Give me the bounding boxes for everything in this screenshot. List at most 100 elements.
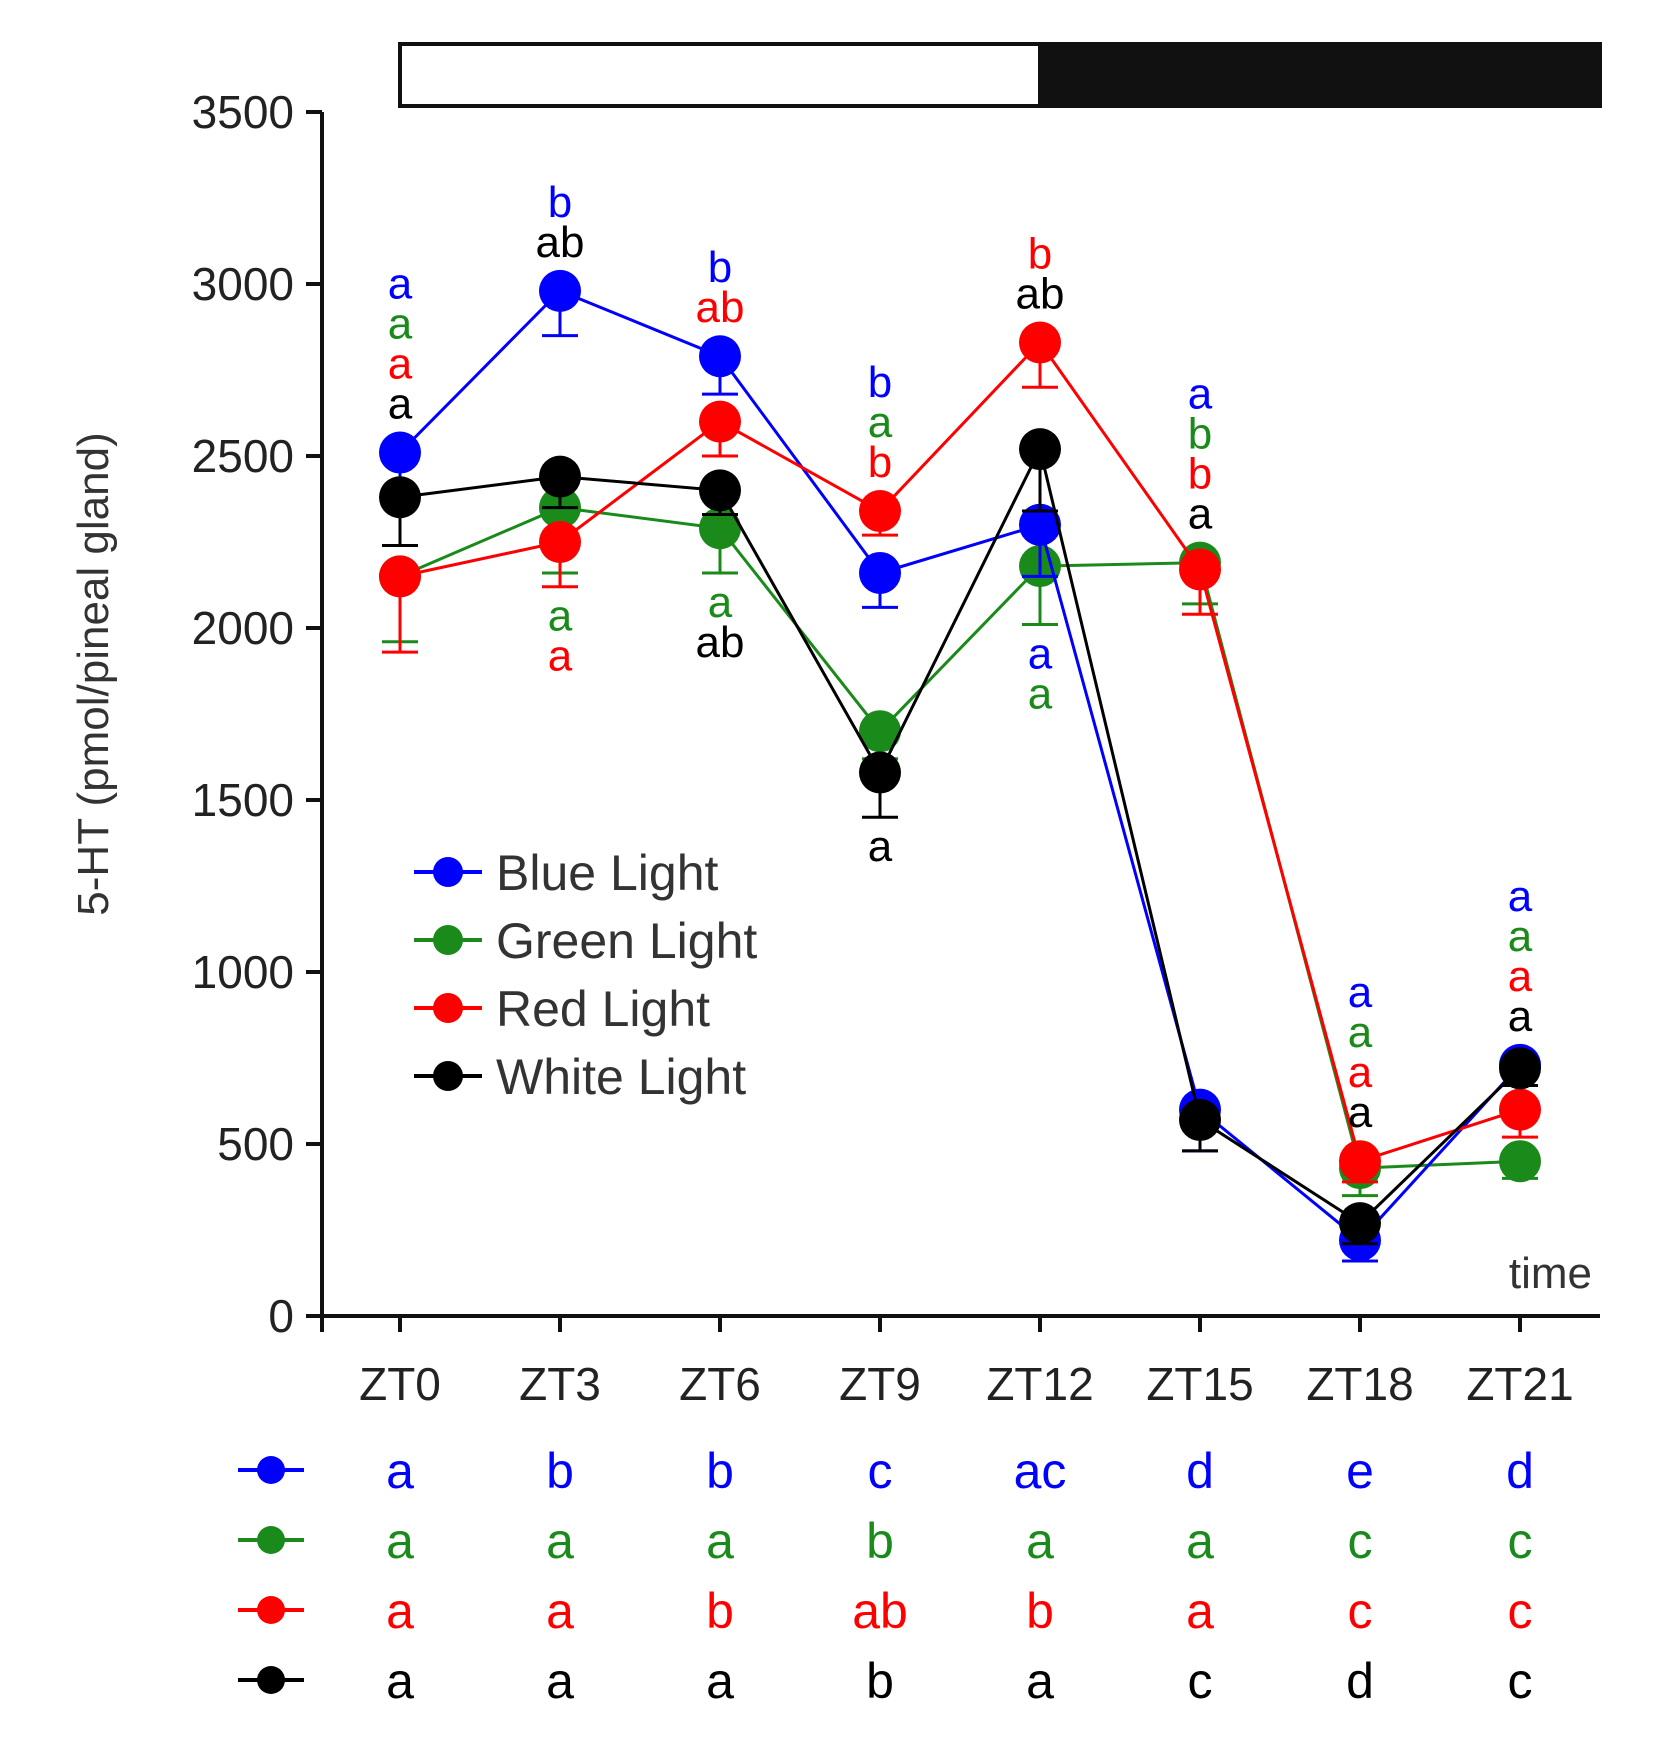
significance-letter: a [1028, 670, 1053, 719]
y-tick-label: 3500 [192, 86, 294, 138]
table-cell: c [1188, 1653, 1213, 1709]
significance-letter: a [548, 592, 573, 641]
significance-letter: b [868, 438, 892, 487]
table-cell: e [1346, 1443, 1374, 1499]
y-tick-label: 3000 [192, 258, 294, 310]
table-cell: c [1508, 1513, 1533, 1569]
data-point [1019, 428, 1061, 471]
data-point [539, 269, 581, 312]
x-tick-label: ZT18 [1306, 1358, 1413, 1410]
table-cell: ab [852, 1583, 908, 1639]
y-axis-label: 5-HT (pmol/pineal gland) [69, 432, 118, 915]
data-point [699, 469, 741, 512]
significance-letter: b [868, 358, 892, 407]
table-cell: ac [1014, 1443, 1067, 1499]
table-cell: a [546, 1583, 574, 1639]
significance-letter: b [1028, 229, 1052, 278]
significance-letter: a [1508, 912, 1533, 961]
significance-letter: a [1348, 968, 1373, 1017]
table-cell: a [386, 1583, 414, 1639]
data-point [699, 400, 741, 443]
x-tick-label: ZT9 [839, 1358, 921, 1410]
table-row-marker [257, 1456, 285, 1484]
significance-letter: b [548, 178, 572, 227]
data-point [1019, 503, 1061, 546]
table-cell: a [546, 1653, 574, 1709]
data-point [699, 507, 741, 550]
data-point [859, 490, 901, 533]
table-row-marker [257, 1596, 285, 1624]
table-cell: b [866, 1513, 894, 1569]
table-cell: b [1026, 1583, 1054, 1639]
x-tick-label: ZT15 [1146, 1358, 1253, 1410]
legend-item: Red Light [414, 981, 710, 1037]
significance-letter: ab [1016, 269, 1065, 318]
table-cell: a [706, 1653, 734, 1709]
series-line [399, 444, 1522, 1226]
data-point [379, 431, 421, 474]
significance-letter: a [1348, 1088, 1373, 1137]
significance-letter: a [868, 822, 893, 871]
y-tick-label: 1000 [192, 946, 294, 998]
significance-letter: a [388, 260, 413, 309]
significance-table: a b b c ac d e da a a b a a c ca a b ab b a c ca a a b a c d c [238, 1443, 1534, 1709]
data-point [1179, 1098, 1221, 1141]
table-cell: a [386, 1653, 414, 1709]
table-cell: a [1026, 1513, 1054, 1569]
significance-letter: a [1188, 490, 1213, 539]
y-tick-label: 2500 [192, 430, 294, 482]
significance-letter: ab [696, 283, 745, 332]
table-cell: a [1186, 1513, 1214, 1569]
y-tick-label: 0 [268, 1290, 294, 1342]
data-point [539, 521, 581, 563]
legend-marker [433, 1061, 463, 1091]
table-cell: d [1346, 1653, 1374, 1709]
table-cell: c [1348, 1513, 1373, 1569]
legend-item: Green Light [414, 913, 757, 969]
table-row-marker [257, 1666, 285, 1694]
series-line [398, 289, 1522, 1243]
table-cell: b [866, 1653, 894, 1709]
legend-marker [433, 857, 463, 887]
data-point [1179, 548, 1221, 591]
data-point [1019, 321, 1061, 364]
table-cell: a [546, 1513, 574, 1569]
significance-letter: a [388, 380, 413, 429]
legend-label: White Light [496, 1049, 746, 1105]
data-point [1339, 1202, 1381, 1245]
data-point [1499, 1047, 1541, 1090]
series-line [399, 340, 1521, 1164]
data-point [859, 551, 901, 594]
significance-letter: a [1188, 370, 1213, 419]
significance-letter: a [1028, 630, 1053, 679]
significance-letter: a [1348, 1048, 1373, 1097]
table-cell: a [1186, 1583, 1214, 1639]
data-point [379, 555, 421, 598]
y-tick-label: 500 [217, 1118, 294, 1170]
significance-letter: a [388, 300, 413, 349]
light-phase-bar [398, 42, 1042, 108]
legend: Blue Light Green Light Red Light White Ligh… [414, 845, 757, 1105]
series-white-light [379, 428, 1541, 1246]
table-row: a a b ab b a c c [238, 1583, 1533, 1639]
table-row: a b b c ac d e d [238, 1443, 1534, 1499]
legend-item: Blue Light [414, 845, 718, 901]
x-tick-label: ZT0 [359, 1358, 441, 1410]
light-dark-bar [398, 42, 1602, 108]
table-cell: c [1348, 1583, 1373, 1639]
legend-label: Blue Light [496, 845, 718, 901]
x-tick-label: ZT6 [679, 1358, 761, 1410]
table-cell: a [1026, 1653, 1054, 1709]
x-tick-label: ZT21 [1466, 1358, 1573, 1410]
legend-marker [433, 993, 463, 1023]
legend-item: White Light [414, 1049, 746, 1105]
table-cell: c [868, 1443, 893, 1499]
significance-letter: a [388, 340, 413, 389]
significance-letter: b [1188, 450, 1212, 499]
significance-letter: a [1508, 952, 1533, 1001]
table-cell: c [1508, 1583, 1533, 1639]
